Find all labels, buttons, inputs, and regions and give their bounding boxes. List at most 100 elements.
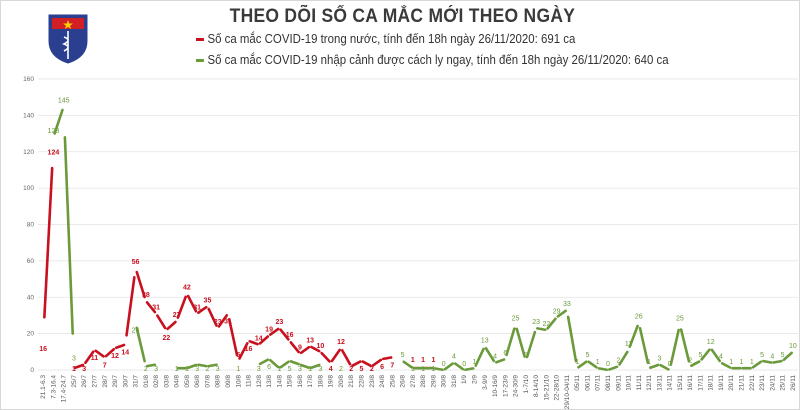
- x-tick-label: 8-14/10: [533, 375, 540, 397]
- x-tick-label: 03/8: [163, 375, 170, 388]
- x-tick-label: 19/8: [328, 375, 335, 388]
- x-tick-label: 17.4-24.7: [61, 375, 68, 403]
- x-tick-label: 23/11: [759, 375, 766, 391]
- series-line-segment: [269, 358, 280, 369]
- data-label: 1: [647, 359, 651, 366]
- data-label: 3: [82, 366, 86, 373]
- series-line-segment: [63, 135, 75, 335]
- x-tick-label: 30/7: [122, 375, 129, 388]
- data-label: 11: [625, 341, 632, 348]
- x-tick-label: 31/8: [451, 375, 458, 388]
- series-line-segment: [145, 301, 157, 314]
- y-tick-label: 100: [23, 185, 34, 192]
- x-tick-label: 2/9: [471, 375, 478, 384]
- data-label: 6: [380, 364, 384, 371]
- legend-item-domestic: Số ca mắc COVID-19 trong nước, tính đến …: [196, 31, 575, 46]
- series-line-segment: [515, 327, 526, 358]
- x-tick-label: 21/8: [348, 375, 355, 388]
- x-tick-label: 24/8: [379, 375, 386, 388]
- data-label: 16: [286, 332, 294, 339]
- data-label: 16: [39, 346, 47, 353]
- x-tick-label: 12/11: [646, 375, 653, 391]
- data-label: 124: [48, 149, 60, 156]
- series-line-segment: [525, 330, 537, 359]
- data-label: 4: [719, 354, 723, 361]
- x-tick-label: 3-9/9: [482, 375, 489, 390]
- series-line-segment: [197, 305, 208, 315]
- series-line-segment: [330, 348, 342, 363]
- x-tick-label: 26/7: [81, 375, 88, 388]
- x-tick-label: 27/7: [91, 375, 98, 388]
- x-tick-label: 22/8: [359, 375, 366, 388]
- series-line-segment: [258, 335, 270, 345]
- series-line-segment: [587, 360, 598, 369]
- series-line-segment: [320, 351, 331, 363]
- data-label: 27: [173, 312, 181, 319]
- series-line-segment: [669, 328, 680, 366]
- data-label: 6: [267, 364, 271, 371]
- x-tick-label: 17-23/9: [502, 375, 509, 397]
- data-label: 13: [481, 337, 489, 344]
- x-tick-label: 17/11: [697, 375, 704, 391]
- data-label: 1: [411, 366, 415, 373]
- data-label: 3: [154, 366, 158, 373]
- x-tick-label: 22-28/10: [554, 375, 561, 401]
- x-tick-label: 10/8: [235, 375, 242, 388]
- data-label: 22: [542, 321, 550, 328]
- x-tick-label: 27/8: [410, 375, 417, 388]
- data-label: 3: [72, 356, 76, 363]
- series-line-segment: [269, 327, 280, 336]
- series-line-segment: [577, 360, 588, 369]
- x-tick-label: 07/8: [204, 375, 211, 388]
- data-label: 11: [91, 355, 99, 362]
- data-label: 0: [668, 361, 672, 368]
- series-line-segment: [53, 108, 64, 135]
- series-line-segment: [207, 363, 218, 368]
- series-line-segment: [772, 359, 783, 364]
- data-label: 1: [473, 359, 477, 366]
- series-line-segment: [279, 360, 290, 369]
- data-label: 5: [760, 352, 764, 359]
- data-label: 31: [152, 305, 160, 312]
- x-tick-label: 16/8: [297, 375, 304, 388]
- data-label: 6: [503, 350, 507, 357]
- series-line-segment: [43, 166, 54, 319]
- series-line-segment: [556, 309, 567, 318]
- data-label: 25: [512, 316, 520, 323]
- data-label: 4: [452, 354, 456, 361]
- x-tick-label: 25/7: [71, 375, 78, 388]
- series-line-segment: [135, 326, 146, 363]
- x-tick-label: 17/8: [307, 375, 314, 388]
- x-tick-label: 13/8: [266, 375, 273, 388]
- data-label: 1: [431, 357, 435, 364]
- data-label: 4: [493, 354, 497, 361]
- x-tick-label: 12/8: [256, 375, 263, 388]
- data-label: 12: [707, 339, 715, 346]
- data-label: 26: [132, 328, 140, 335]
- x-tick-label: 19/11: [718, 375, 725, 391]
- data-label: 2: [206, 366, 210, 373]
- x-tick-label: 14/8: [276, 375, 283, 388]
- data-label: 5: [401, 352, 405, 359]
- x-tick-label: 04/8: [174, 375, 181, 388]
- data-label: 128: [48, 128, 60, 135]
- data-label: 5: [524, 352, 528, 359]
- data-label: 5: [698, 352, 702, 359]
- series-line-segment: [720, 362, 732, 369]
- data-label: 0: [462, 361, 466, 368]
- x-tick-label: 20/8: [338, 375, 345, 388]
- data-label: 26: [635, 314, 643, 321]
- data-label: 1: [308, 366, 312, 373]
- data-label: 35: [204, 297, 212, 304]
- series-line-segment: [289, 341, 300, 354]
- x-tick-label: 13/11: [656, 375, 663, 391]
- series-line-segment: [402, 360, 413, 369]
- series-line-segment: [649, 363, 660, 370]
- x-tick-label: 16/11: [687, 375, 694, 391]
- ministry-of-health-logo: [48, 14, 88, 64]
- x-tick-label: 22/11: [749, 375, 756, 391]
- data-label: 1: [421, 366, 425, 373]
- x-tick-label: 28/7: [102, 375, 109, 388]
- data-label: 1: [411, 357, 415, 364]
- series-line-segment: [186, 363, 198, 370]
